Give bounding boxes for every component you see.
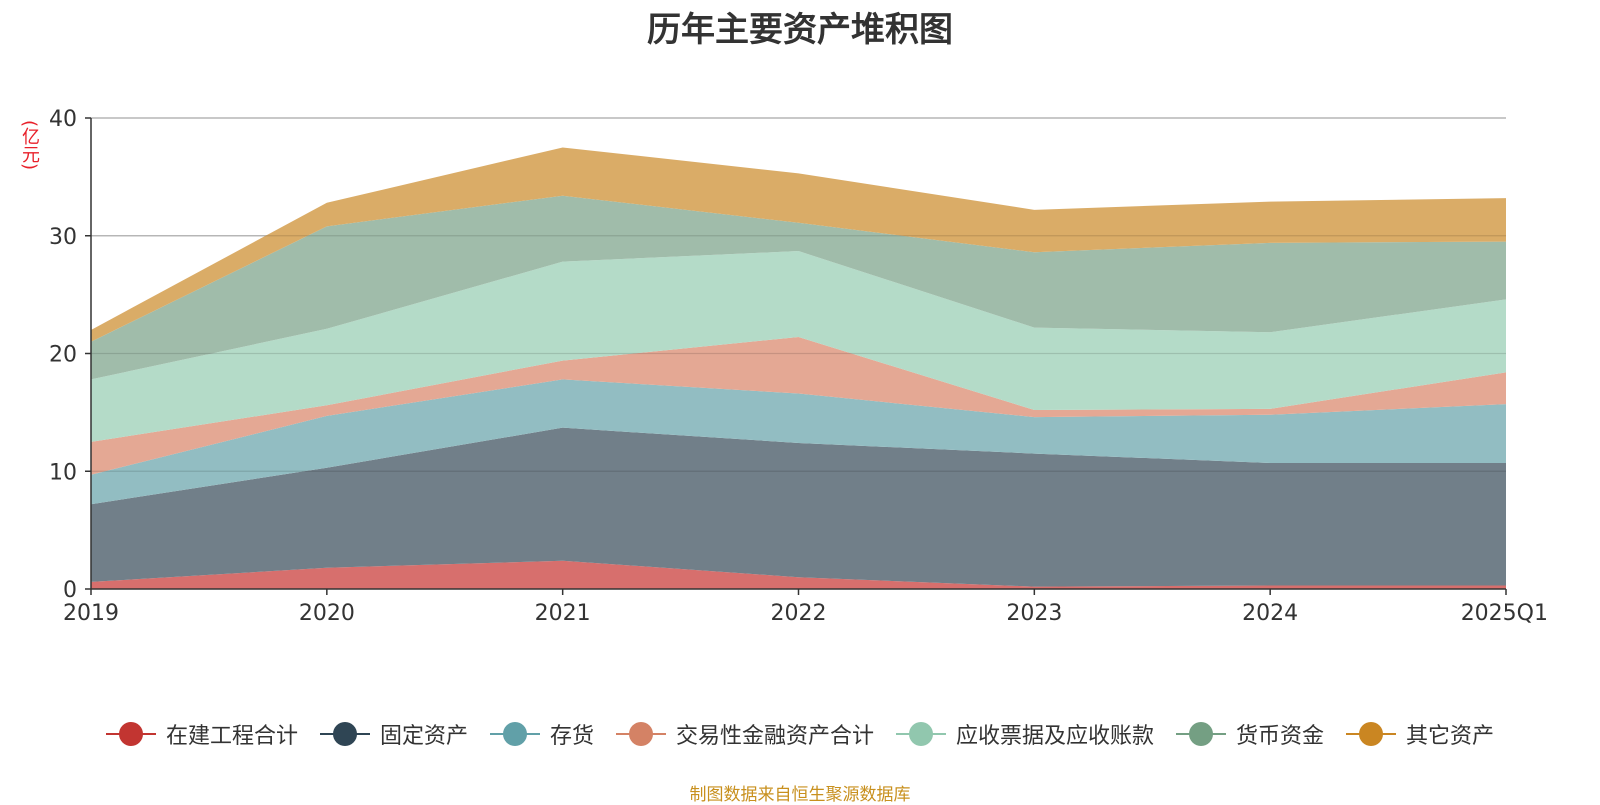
x-tick-label-4: 2023	[1006, 601, 1062, 626]
area-series-0	[91, 560, 1506, 589]
x-tick-label-1: 2020	[299, 601, 355, 626]
legend-item-1[interactable]: 固定资产	[319, 718, 468, 750]
x-tick-label-2: 2021	[535, 601, 591, 626]
area-series-1	[91, 427, 1506, 587]
legend-marker-icon	[615, 722, 666, 746]
area-series-3	[91, 337, 1506, 475]
legend-item-5[interactable]: 货币资金	[1176, 718, 1324, 750]
y-tick-label-0: 0	[63, 578, 77, 603]
legend-label: 在建工程合计	[165, 724, 298, 749]
x-tick-label-0: 2019	[63, 601, 119, 626]
legend-marker-icon	[319, 722, 370, 746]
legend-marker-icon	[105, 722, 156, 746]
chart-title: 历年主要资产堆积图	[647, 10, 953, 50]
legend-label: 货币资金	[1236, 724, 1325, 749]
legend-item-2[interactable]: 存货	[489, 718, 594, 750]
legend-item-4[interactable]: 应收票据及应收账款	[896, 718, 1154, 750]
y-tick-label-40: 40	[49, 107, 77, 132]
legend-marker-icon	[1176, 722, 1227, 746]
y-axis-unit-label: (亿元)	[19, 120, 40, 171]
legend-marker-icon	[1346, 722, 1397, 746]
y-tick-label-10: 10	[49, 460, 77, 485]
legend-label: 应收票据及应收账款	[956, 724, 1155, 749]
area-series-5	[91, 195, 1506, 380]
area-series-6	[91, 147, 1506, 342]
legend-item-0[interactable]: 在建工程合计	[105, 718, 298, 750]
legend-label: 交易性金融资产合计	[675, 724, 874, 749]
area-series-4	[91, 251, 1506, 442]
legend-label: 其它资产	[1406, 724, 1495, 749]
x-tick-label-5: 2024	[1242, 601, 1298, 626]
x-tick-label-3: 2022	[771, 601, 827, 626]
y-tick-label-30: 30	[49, 225, 77, 250]
source-note: 制图数据来自恒生聚源数据库	[689, 785, 911, 805]
stacked-area-chart: 0 10 20 30 40 2019 2020 2021 2022 2023 2024 2025Q1	[49, 107, 1548, 626]
area-series-2	[91, 379, 1506, 505]
legend-marker-icon	[896, 722, 946, 746]
x-tick-label-6: 2025Q1	[1461, 601, 1548, 626]
legend-item-6[interactable]: 其它资产	[1346, 718, 1494, 750]
area-series	[91, 117, 1506, 589]
legend-marker-icon	[489, 722, 540, 746]
y-tick-label-20: 20	[49, 343, 77, 368]
axes: 0 10 20 30 40 2019 2020 2021 2022 2023 2024 2025Q1	[49, 107, 1548, 626]
legend-label: 固定资产	[379, 724, 468, 749]
legend: 在建工程合计 固定资产 存货 交易性金融资产合计 应收票据及应收账款 货币资金 其它资产	[0, 718, 1600, 750]
legend-label: 存货	[549, 724, 594, 749]
legend-item-3[interactable]: 交易性金融资产合计	[615, 718, 874, 750]
